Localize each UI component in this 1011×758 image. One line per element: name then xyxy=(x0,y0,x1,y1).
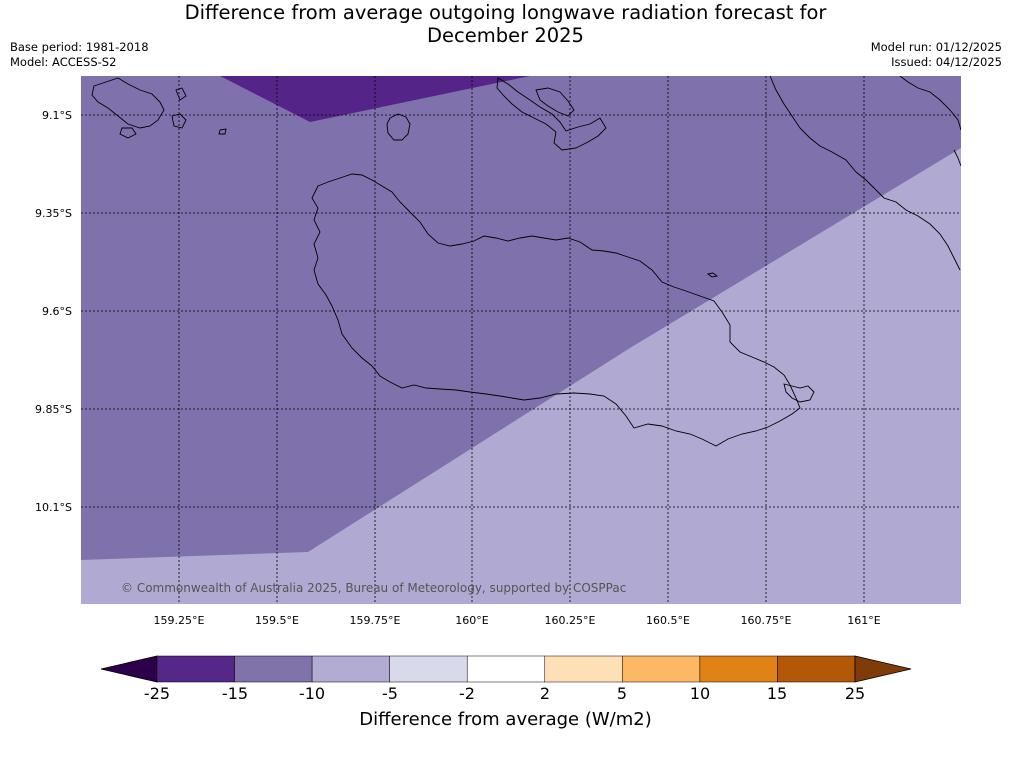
coastline-malaita-tip xyxy=(953,149,961,167)
colorbar-segment xyxy=(466,655,546,683)
lat-label-9-1: 9.1°S xyxy=(42,109,72,122)
copyright-text: © Commonwealth of Australia 2025, Bureau… xyxy=(121,581,626,595)
colorbar-tick-label: -2 xyxy=(459,684,475,703)
lon-label-159-5: 159.5°E xyxy=(255,614,299,627)
colorbar xyxy=(100,655,912,683)
colorbar-extend-high xyxy=(854,655,912,683)
colorbar-segment xyxy=(156,655,235,683)
colorbar-title: Difference from average (W/m2) xyxy=(359,709,652,730)
colorbar-tick-label: 5 xyxy=(616,684,628,703)
colorbar-tick-label: -10 xyxy=(298,684,326,703)
title-line-1: Difference from average outgoing longwav… xyxy=(184,1,827,24)
coastline-russell-small-2 xyxy=(119,127,137,139)
issued-date: Issued: 04/12/2025 xyxy=(891,55,1002,69)
lat-label-9-85: 9.85°S xyxy=(35,403,72,416)
colorbar-segment xyxy=(311,655,390,683)
coastline-malaita-north xyxy=(899,76,961,131)
coastline-malaita xyxy=(769,76,961,271)
longitude-labels: 159.25°E 159.5°E 159.75°E 160°E 160.25°E… xyxy=(154,614,881,627)
title-line-2: December 2025 xyxy=(427,24,584,47)
colorbar-segment xyxy=(389,655,468,683)
coastline-savo-island xyxy=(386,113,411,141)
colorbar-segment xyxy=(622,655,701,683)
colorbar-tick-label: -5 xyxy=(382,684,398,703)
lon-label-160-5: 160.5°E xyxy=(646,614,690,627)
graticule xyxy=(81,76,961,604)
colorbar-tick-label: -25 xyxy=(143,684,171,703)
model-name: Model: ACCESS-S2 xyxy=(10,55,117,69)
coastline-russell-small-1 xyxy=(171,113,187,129)
colorbar-segment xyxy=(777,655,856,683)
coastlines xyxy=(91,76,961,447)
coastline-russell-islands xyxy=(91,77,165,129)
map-panel: © Commonwealth of Australia 2025, Bureau… xyxy=(81,76,961,604)
colorbar-tick-label: 25 xyxy=(844,684,866,703)
coastline-small-islet xyxy=(706,272,719,278)
lon-label-161: 161°E xyxy=(847,614,880,627)
coastline-nggela-east xyxy=(535,87,575,117)
coastline-marau-islets xyxy=(783,383,815,403)
coastline-guadalcanal xyxy=(311,173,801,447)
anomaly-region-minus10-minus5 xyxy=(81,148,961,604)
lon-label-159-75: 159.75°E xyxy=(350,614,401,627)
lat-label-9-6: 9.6°S xyxy=(42,305,72,318)
colorbar-tick-label: 15 xyxy=(766,684,788,703)
meta-right: Model run: 01/12/2025 Issued: 04/12/2025 xyxy=(871,40,1002,70)
lat-label-9-35: 9.35°S xyxy=(35,207,72,220)
model-run: Model run: 01/12/2025 xyxy=(870,40,1002,54)
colorbar-segment xyxy=(699,655,778,683)
colorbar-segment xyxy=(544,655,623,683)
meta-left: Base period: 1981-2018 Model: ACCESS-S2 xyxy=(10,40,149,70)
colorbar-tick-label: 10 xyxy=(689,684,711,703)
base-period: Base period: 1981-2018 xyxy=(10,40,149,54)
anomaly-region-minus25-minus15 xyxy=(220,76,530,122)
lon-label-160-25: 160.25°E xyxy=(545,614,596,627)
lon-label-160: 160°E xyxy=(455,614,488,627)
colorbar-tick-label: 2 xyxy=(539,684,551,703)
lon-label-160-75: 160.75°E xyxy=(741,614,792,627)
lon-label-159-25: 159.25°E xyxy=(154,614,205,627)
colorbar-segment xyxy=(234,655,313,683)
coastline-nggela-islands xyxy=(496,77,607,151)
colorbar-tick-label: -15 xyxy=(221,684,249,703)
lat-label-10-1: 10.1°S xyxy=(35,501,72,514)
chart-title: Difference from average outgoing longwav… xyxy=(0,1,1011,47)
latitude-labels: 9.1°S 9.35°S 9.6°S 9.85°S 10.1°S xyxy=(35,109,72,514)
colorbar-extend-low xyxy=(100,655,158,683)
coastline-russell-small-4 xyxy=(218,128,227,135)
